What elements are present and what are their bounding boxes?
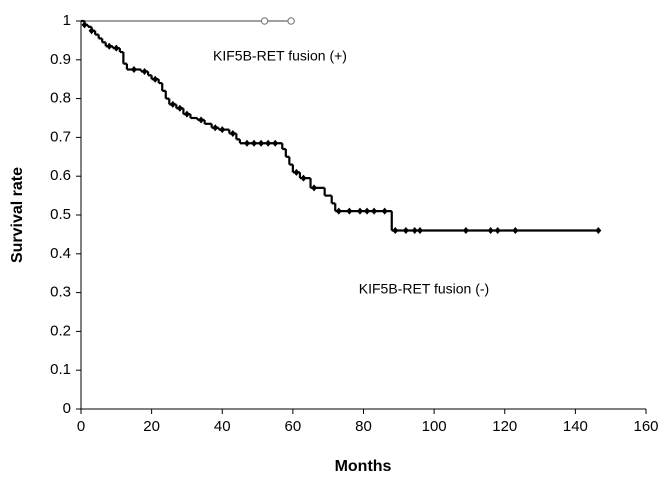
y-tick-label: 0.4 (50, 245, 71, 262)
y-tick-label: 0.7 (50, 128, 71, 145)
censor-mark (229, 130, 236, 138)
y-axis-label: Survival rate (9, 167, 26, 263)
censor-mark (152, 75, 159, 83)
censor-mark (198, 116, 205, 124)
censor-mark (243, 139, 250, 147)
censor-mark (462, 227, 469, 235)
censor-mark (265, 139, 272, 147)
y-tick-label: 0.6 (50, 167, 71, 184)
censor-mark (293, 168, 300, 176)
y-tick-label: 1 (63, 12, 71, 29)
x-tick-label: 120 (492, 418, 517, 435)
censor-mark (260, 17, 269, 25)
censor-mark (258, 139, 265, 147)
censor-mark (113, 44, 120, 52)
censor-mark (219, 126, 226, 134)
y-tick-label: 0.2 (50, 322, 71, 339)
x-axis-label: Months (335, 458, 392, 475)
annotation: KIF5B-RET fusion (-) (359, 281, 489, 297)
censor-mark (364, 207, 371, 215)
censor-mark (346, 207, 353, 215)
censor-mark (311, 184, 318, 192)
y-tick-label: 0.3 (50, 284, 71, 301)
x-tick-label: 60 (285, 418, 302, 435)
censor-mark (169, 100, 176, 108)
x-tick-label: 140 (563, 418, 588, 435)
y-tick-label: 0.1 (50, 361, 71, 378)
censor-mark (411, 227, 418, 235)
censor-mark (356, 207, 363, 215)
x-tick-label: 80 (355, 418, 372, 435)
censor-mark (402, 227, 409, 235)
censor-mark (212, 124, 219, 132)
x-tick-label: 0 (77, 418, 85, 435)
censor-mark (176, 104, 183, 112)
annotation: KIF5B-RET fusion (+) (213, 48, 347, 64)
x-tick-label: 40 (214, 418, 231, 435)
y-tick-label: 0.5 (50, 206, 71, 223)
censor-mark (287, 17, 295, 25)
censor-mark (88, 27, 95, 35)
censor-mark (494, 227, 501, 235)
censor-mark (106, 42, 113, 50)
censor-mark (417, 227, 423, 235)
censor-mark (381, 207, 388, 215)
x-tick-label: 160 (633, 418, 658, 435)
x-tick-label: 100 (422, 418, 447, 435)
censor-mark (487, 227, 494, 235)
censor-mark (392, 227, 399, 235)
censor-mark (595, 227, 602, 235)
censor-mark (371, 207, 378, 215)
y-tick-label: 0.9 (50, 51, 71, 68)
censor-mark (183, 110, 190, 118)
censor-mark (300, 174, 307, 182)
y-tick-label: 0.8 (50, 90, 71, 107)
censor-mark (272, 139, 279, 147)
y-tick-label: 0 (63, 400, 71, 417)
censor-mark (251, 139, 258, 147)
censor-mark (130, 66, 137, 73)
x-tick-label: 20 (143, 418, 160, 435)
censor-mark (141, 67, 148, 75)
censor-mark (335, 207, 342, 215)
censor-mark (512, 227, 519, 235)
censor-mark (81, 21, 88, 29)
